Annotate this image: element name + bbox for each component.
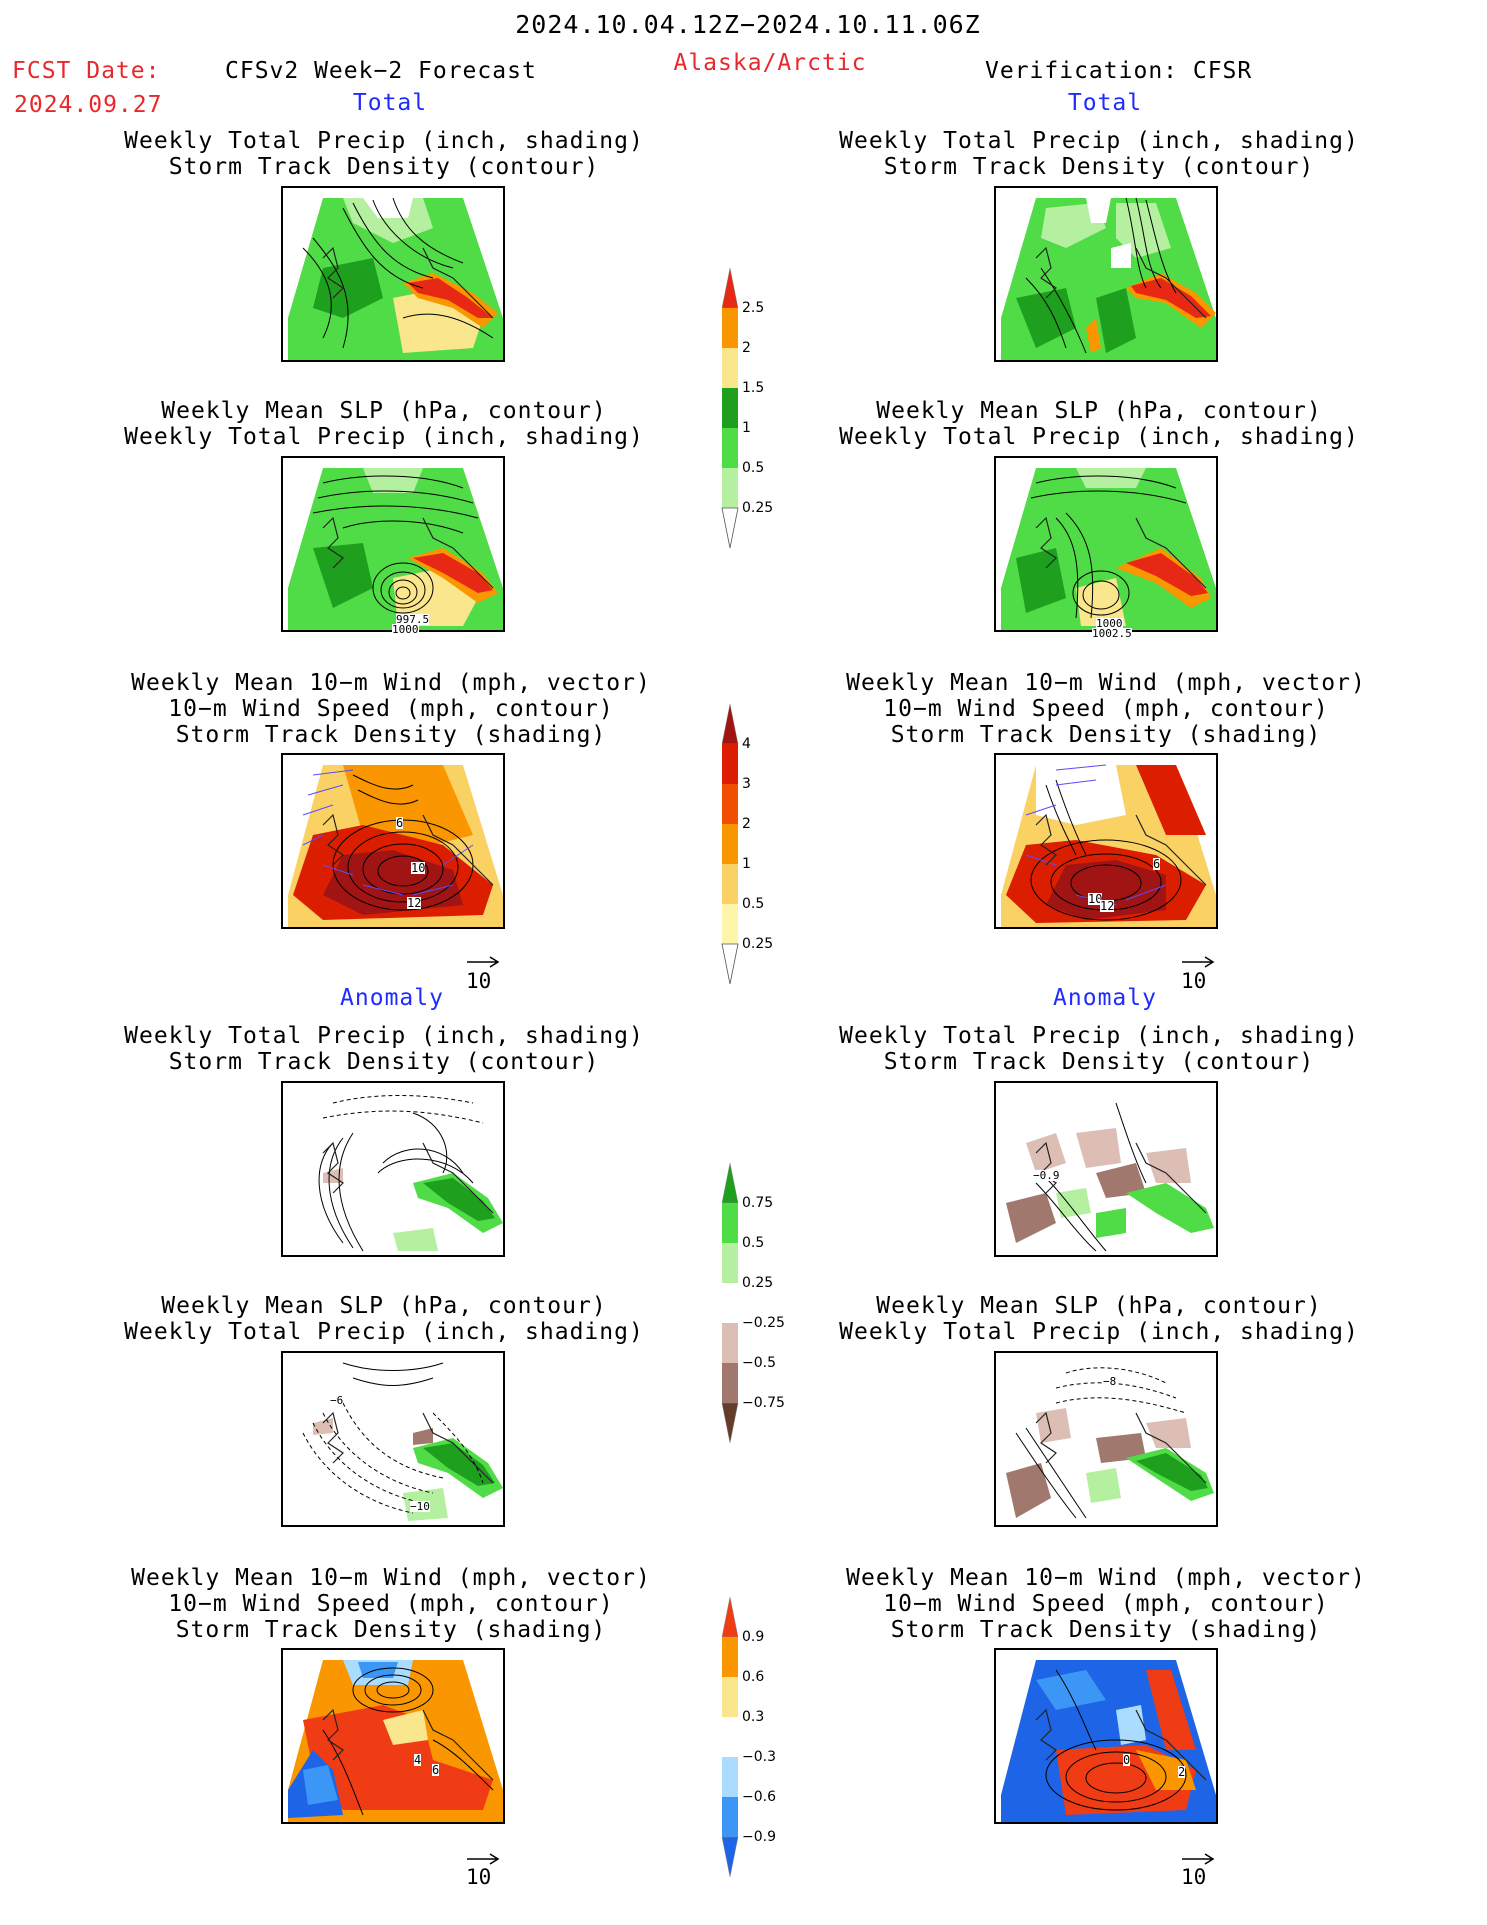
wind-label-ob-b: 10 (1088, 892, 1103, 906)
vector-scale-arrow (1182, 956, 1215, 968)
title-precip-storm-fc: Weekly Total Precip (inch, shading) Stor… (124, 128, 644, 180)
vector-scale-label: 10 (1181, 969, 1207, 993)
cbar-label: 0.5 (742, 896, 765, 912)
vector-scale-arrow (467, 956, 500, 968)
wind-label-ob-c: 12 (1100, 899, 1115, 913)
title-anom-wind-storm-ob: Weekly Mean 10−m Wind (mph, vector) 10−m… (846, 1565, 1366, 1643)
cbar-label: −0.25 (742, 1315, 785, 1331)
title-slp-precip-ob: Weekly Mean SLP (hPa, contour) Weekly To… (839, 398, 1359, 450)
title-anom-slp-precip-ob: Weekly Mean SLP (hPa, contour) Weekly To… (839, 1293, 1359, 1345)
date-range: 2024.10.04.12Z−2024.10.11.06Z (515, 10, 981, 39)
slp-label-ob-a: 1000 (1096, 617, 1123, 630)
cbar-label: 0.6 (742, 1669, 765, 1685)
title-wind-storm-fc: Weekly Mean 10−m Wind (mph, vector) 10−m… (131, 670, 651, 748)
map-anom-precip-storm-forecast (281, 1081, 505, 1257)
section-anomaly-right: Anomaly (1053, 985, 1157, 1011)
cbar-label: 4 (742, 736, 751, 752)
fcst-date-label: FCST Date: (12, 58, 161, 84)
title-anom-precip-storm-ob: Weekly Total Precip (inch, shading) Stor… (839, 1023, 1359, 1075)
colorbar-precip-anomaly (720, 1163, 780, 1447)
colorbar-storm-anomaly (720, 1597, 780, 1881)
map-slp-precip-observed (994, 456, 1218, 632)
cbar-label: 0.25 (742, 936, 774, 952)
cbar-label: 0.9 (742, 1629, 765, 1645)
cbar-label: −0.75 (742, 1395, 785, 1411)
anom-slp-label-fc-a: −6 (330, 1394, 344, 1407)
title-anom-slp-precip-fc: Weekly Mean SLP (hPa, contour) Weekly To… (124, 1293, 644, 1345)
cbar-label: 0.75 (742, 1195, 774, 1211)
cbar-label: −0.5 (742, 1355, 776, 1371)
wind-label-fc-b: 10 (411, 861, 426, 875)
section-total-left: Total (352, 90, 428, 116)
anom-slp-label-fc-b: −10 (410, 1500, 430, 1513)
vector-scale-label: 10 (466, 1865, 492, 1889)
anom-wind-label-fc-a: 4 (414, 1753, 422, 1767)
cbar-label: 2.5 (742, 300, 765, 316)
title-anom-precip-storm-fc: Weekly Total Precip (inch, shading) Stor… (124, 1023, 644, 1075)
vector-scale-label: 10 (466, 969, 492, 993)
slp-label-fc-a: 997.5 (396, 613, 430, 626)
cbar-label: 2 (742, 340, 751, 356)
anom-prc-label-ob: −0.9 (1033, 1169, 1060, 1182)
cbar-label: 0.5 (742, 460, 765, 476)
map-anom-wind-storm-forecast (281, 1648, 505, 1824)
map-precip-storm-observed (994, 186, 1218, 362)
anom-wind-label-ob-b: 2 (1178, 1765, 1186, 1779)
slp-label-ob-b: 1002.5 (1092, 627, 1132, 640)
wind-label-fc-a: 6 (396, 816, 404, 830)
colorbar-storm-total (720, 704, 780, 988)
anom-wind-label-fc-b: 6 (432, 1763, 440, 1777)
map-wind-storm-observed (994, 753, 1218, 929)
slp-label-fc-b: 1000 (392, 623, 419, 636)
anom-wind-label-ob-a: 0 (1123, 1753, 1131, 1767)
title-wind-storm-ob: Weekly Mean 10−m Wind (mph, vector) 10−m… (846, 670, 1366, 748)
wind-label-ob-a: 6 (1153, 857, 1161, 871)
cbar-label: 3 (742, 776, 751, 792)
verification-label: Verification: CFSR (985, 58, 1253, 84)
cbar-label: −0.9 (742, 1829, 776, 1845)
cbar-label: 0.3 (742, 1709, 765, 1725)
map-anom-slp-precip-forecast (281, 1351, 505, 1527)
wind-label-fc-c: 12 (407, 896, 422, 910)
cbar-label: 1 (742, 856, 751, 872)
cbar-label: 1.5 (742, 380, 765, 396)
map-anom-precip-storm-observed (994, 1081, 1218, 1257)
map-anom-wind-storm-observed (994, 1648, 1218, 1824)
colorbar-precip-total (720, 268, 780, 552)
title-anom-wind-storm-fc: Weekly Mean 10−m Wind (mph, vector) 10−m… (131, 1565, 651, 1643)
cbar-label: 1 (742, 420, 751, 436)
cbar-label: 0.25 (742, 500, 774, 516)
section-total-right: Total (1067, 90, 1143, 116)
fcst-date: 2024.09.27 (14, 92, 163, 118)
anom-slp-label-ob: −8 (1103, 1375, 1117, 1388)
cbar-label: −0.3 (742, 1749, 776, 1765)
cbar-label: 2 (742, 816, 751, 832)
forecast-title: CFSv2 Week−2 Forecast (225, 58, 537, 84)
vector-scale-label: 10 (1181, 1865, 1207, 1889)
vector-scale-arrow (1182, 1853, 1215, 1865)
vector-scale-arrow (467, 1853, 500, 1865)
section-anomaly-left: Anomaly (340, 985, 444, 1011)
cbar-label: 0.25 (742, 1275, 774, 1291)
cbar-label: −0.6 (742, 1789, 776, 1805)
map-precip-storm-forecast (281, 186, 505, 362)
title-precip-storm-ob: Weekly Total Precip (inch, shading) Stor… (839, 128, 1359, 180)
cbar-label: 0.5 (742, 1235, 765, 1251)
map-slp-precip-forecast (281, 456, 505, 632)
title-slp-precip-fc: Weekly Mean SLP (hPa, contour) Weekly To… (124, 398, 644, 450)
map-wind-storm-forecast (281, 753, 505, 929)
region-label: Alaska/Arctic (673, 50, 867, 76)
